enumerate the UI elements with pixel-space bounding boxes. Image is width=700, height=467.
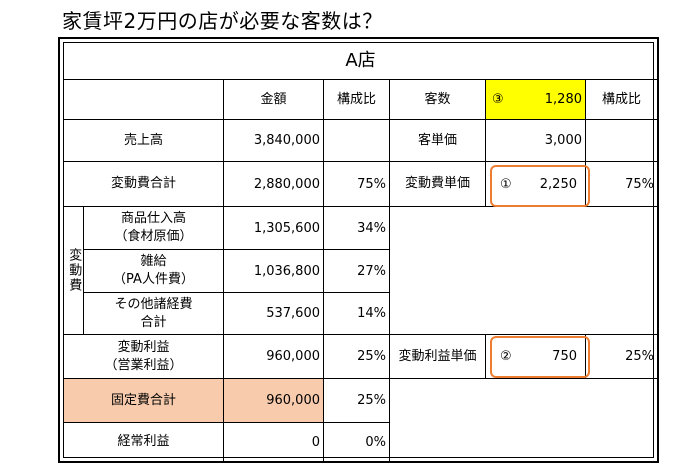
fixed-total-amount: 960,000: [224, 379, 324, 423]
unit-price-value: 3,000: [486, 120, 586, 162]
header-ratio: 構成比: [324, 80, 390, 120]
contribution-label: 変動利益 （営業利益）: [64, 335, 224, 379]
fixed-total-ratio: 25%: [324, 379, 390, 423]
unit-price-label: 客単価: [390, 120, 486, 162]
marker-1: ①: [500, 176, 512, 192]
customers-value-cell: ③ 1,280: [486, 80, 586, 120]
sales-label: 売上高: [64, 120, 224, 162]
contribution-amount: 960,000: [224, 335, 324, 379]
purchases-amount: 1,305,600: [224, 207, 324, 250]
ordinary-profit-ratio: 0%: [324, 423, 390, 461]
table-frame: A店 金額 構成比 客数 ③ 1,280 構成比 売上高 3,840,000 客…: [58, 37, 659, 463]
other-expenses-ratio: 14%: [324, 293, 390, 335]
header-customers: 客数: [390, 80, 486, 120]
variable-group-label: 変動費: [64, 207, 84, 335]
other-expenses-label: その他諸経費 合計: [84, 293, 224, 335]
contribution-unit-ratio: 25%: [586, 335, 657, 379]
header-amount: 金額: [224, 80, 324, 120]
variable-total-amount: 2,880,000: [224, 162, 324, 207]
blank-block-1: [390, 207, 657, 335]
customers-value: 1,280: [544, 92, 582, 107]
wages-ratio: 27%: [324, 250, 390, 293]
ordinary-profit-amount: 0: [224, 423, 324, 461]
wages-label: 雑給 （PA人件費）: [84, 250, 224, 293]
contribution-unit-value-cell: ② 750: [486, 335, 586, 379]
variable-unit-ratio: 75%: [586, 162, 657, 207]
purchases-label: 商品仕入高 （食材原価）: [84, 207, 224, 250]
marker-2: ②: [500, 349, 512, 364]
purchases-ratio: 34%: [324, 207, 390, 250]
highlight-box-variable-unit: [490, 165, 590, 207]
other-expenses-amount: 537,600: [224, 293, 324, 335]
contribution-unit-label: 変動利益単価: [390, 335, 486, 379]
header-blank: [64, 80, 224, 120]
ordinary-profit-label: 経常利益: [64, 423, 224, 461]
blank-block-2: [390, 379, 657, 461]
variable-total-label: 変動費合計: [64, 162, 224, 207]
store-name: A店: [64, 43, 657, 80]
variable-unit-label: 変動費単価: [390, 162, 486, 207]
page-title: 家賃坪2万円の店が必要な客数は？: [62, 9, 383, 33]
highlight-box-contribution-unit: [490, 336, 590, 378]
unit-price-ratio: [586, 120, 657, 162]
fixed-total-label: 固定費合計: [64, 379, 224, 423]
contribution-ratio: 25%: [324, 335, 390, 379]
sales-ratio: [324, 120, 390, 162]
profit-table: A店 金額 構成比 客数 ③ 1,280 構成比 売上高 3,840,000 客…: [63, 42, 657, 461]
contribution-unit-value: 750: [552, 349, 577, 364]
variable-total-ratio: 75%: [324, 162, 390, 207]
wages-amount: 1,036,800: [224, 250, 324, 293]
marker-3: ③: [492, 92, 504, 107]
variable-unit-value: 2,250: [539, 176, 577, 192]
sales-amount: 3,840,000: [224, 120, 324, 162]
header-ratio-2: 構成比: [586, 80, 657, 120]
